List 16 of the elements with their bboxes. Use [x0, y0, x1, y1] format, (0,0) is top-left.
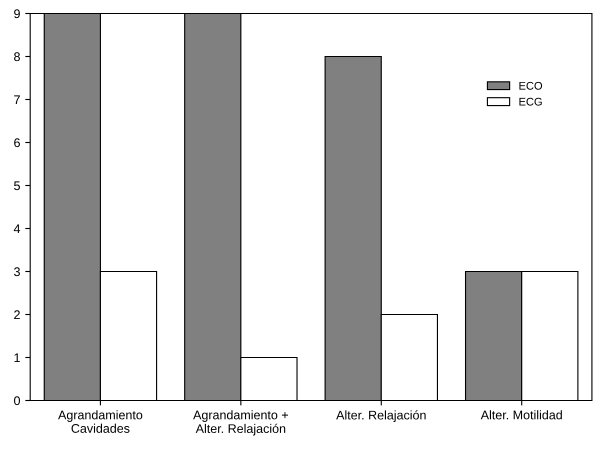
y-tick-label: 0: [14, 396, 20, 406]
x-tick-label: Alter. Relajación: [336, 410, 426, 422]
y-tick-label: 7: [14, 95, 20, 104]
y-tick-label: 8: [14, 52, 20, 62]
y-tick-label: 9: [14, 9, 20, 18]
y-tick-label: 2: [14, 310, 20, 320]
y-tick-label: 4: [14, 224, 20, 234]
y-tick-label: 5: [14, 181, 20, 190]
x-tick-label: Agrandamiento + Alter. Relajación: [193, 410, 288, 436]
legend-label: ECO: [519, 82, 542, 90]
y-tick-label: 1: [14, 353, 20, 362]
legend-label: ECG: [519, 98, 542, 106]
x-tick-label: Agrandamiento Cavidades: [58, 410, 142, 433]
y-tick-label: 6: [14, 138, 20, 148]
y-tick-label: 3: [14, 267, 20, 276]
x-tick-label: Alter. Motilidad: [480, 410, 562, 420]
